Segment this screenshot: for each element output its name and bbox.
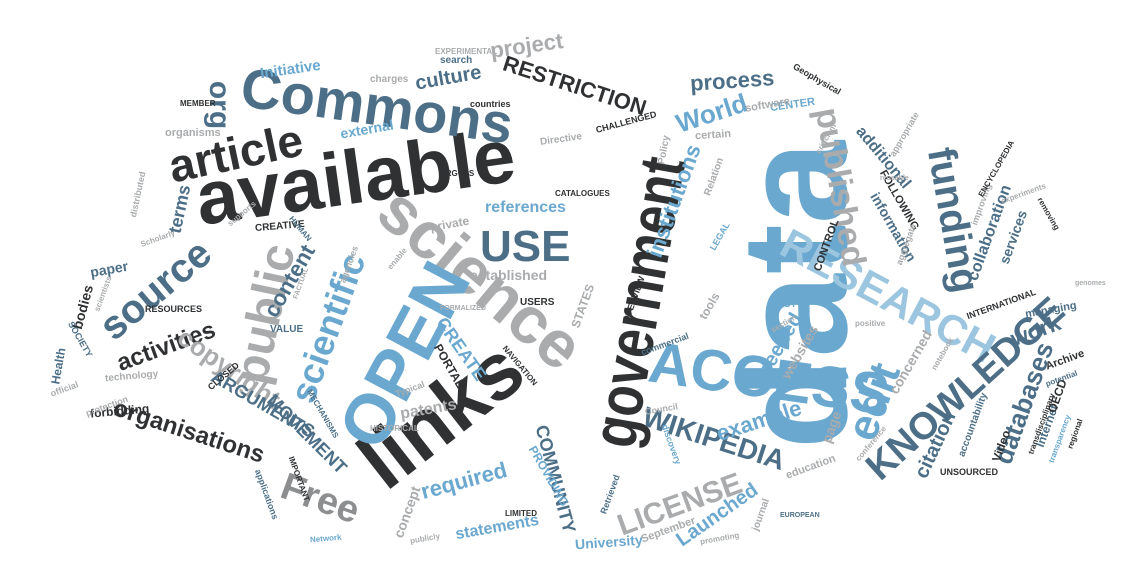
word-charges: charges — [370, 74, 409, 85]
word-users: USERS — [520, 297, 555, 308]
word-value: VALUE — [270, 324, 304, 335]
word-established: established — [470, 267, 548, 283]
word-member: MEMBER — [180, 99, 216, 108]
word-formalized: FORMALIZED — [440, 305, 486, 312]
word-positive: positive — [855, 319, 886, 328]
word-directive: Directive — [539, 131, 583, 148]
word-applications: applications — [253, 467, 281, 521]
word-project: project — [488, 28, 565, 63]
word-geophysical: Geophysical — [791, 61, 843, 97]
word-experimental: EXPERIMENTAL — [435, 47, 498, 56]
word-distributed: distributed — [128, 170, 148, 219]
word-free: Free — [275, 465, 366, 533]
word-limited: LIMITED — [505, 509, 537, 518]
word-use: USE — [480, 222, 571, 271]
word-journal: journal — [750, 497, 773, 533]
word-references: references — [485, 199, 566, 216]
word-publicly: publicly — [409, 531, 441, 546]
word-list: LIST — [775, 299, 797, 310]
word-concerned: concerned — [885, 327, 936, 397]
word-network: Network — [309, 532, 342, 545]
word-catalogues: CATALOGUES — [555, 189, 610, 198]
word-resources: RESOURCES — [145, 304, 203, 314]
word-university: University — [574, 531, 644, 553]
word-reusable: reusable — [880, 175, 909, 182]
word-organisms: organisms — [165, 127, 221, 139]
word-historical: HISTORICAL — [370, 424, 419, 433]
word-countries: countries — [470, 99, 511, 109]
word-restriction: RESTRICTION — [499, 50, 650, 121]
word-removing: removing — [1035, 195, 1062, 232]
word-terms: terms — [164, 182, 195, 236]
word-health: Health — [48, 346, 69, 386]
word-unsourced: UNSOURCED — [940, 467, 999, 477]
word-scholarly: Scholarly — [139, 228, 177, 249]
word-argues: ARGUES — [440, 169, 475, 178]
word-appropriate: appropriate — [887, 110, 922, 159]
word-european: EUROPEAN — [780, 512, 820, 519]
word-genomes: genomes — [1075, 280, 1106, 287]
word-technology: technology — [104, 368, 159, 385]
word-education: education — [784, 452, 838, 482]
word-search: search — [440, 55, 473, 66]
